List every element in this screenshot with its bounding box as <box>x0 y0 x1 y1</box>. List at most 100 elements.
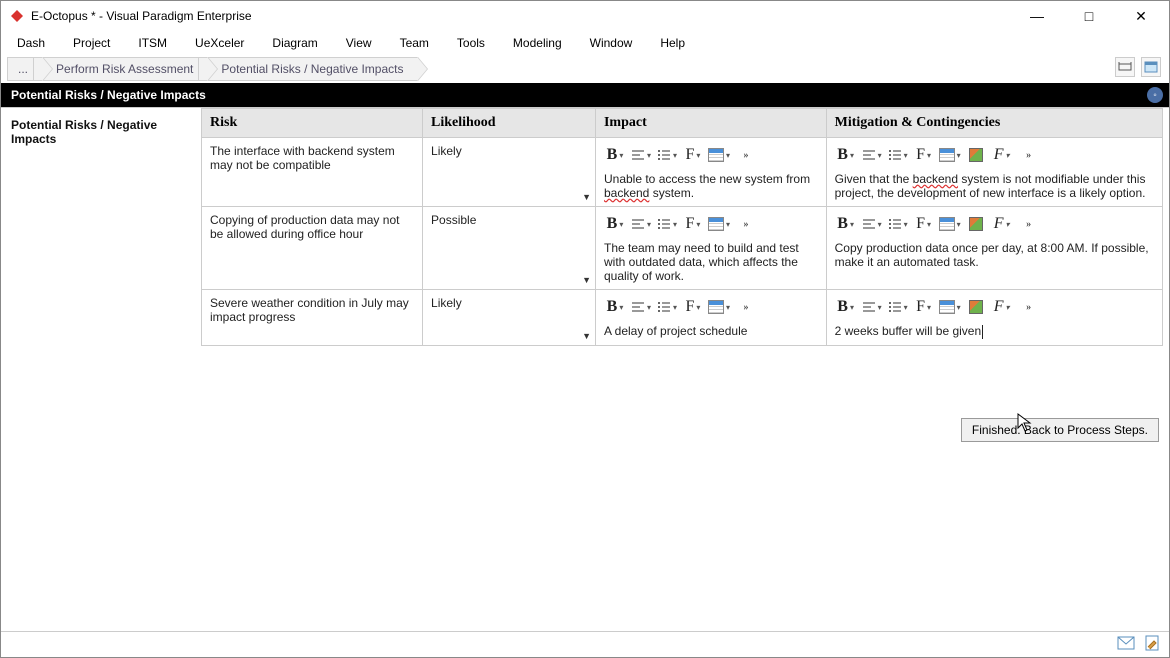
clear-format-icon[interactable]: F <box>991 213 1013 235</box>
list-icon[interactable] <box>887 213 909 235</box>
list-icon[interactable] <box>887 296 909 318</box>
more-icon[interactable]: » <box>1017 296 1039 318</box>
impact-cell[interactable]: B F » Unable to access the new system fr… <box>595 138 826 207</box>
table-icon[interactable] <box>708 144 730 166</box>
dropdown-icon[interactable]: ▼ <box>582 275 591 285</box>
risk-table: Risk Likelihood Impact Mitigation & Cont… <box>201 108 1163 346</box>
font-icon[interactable]: F <box>682 144 704 166</box>
menu-window[interactable]: Window <box>590 36 633 50</box>
menu-bar: Dash Project ITSM UeXceler Diagram View … <box>1 31 1169 55</box>
clear-format-icon[interactable]: F <box>991 144 1013 166</box>
risk-cell[interactable]: Copying of production data may not be al… <box>202 207 423 290</box>
font-icon[interactable]: F <box>913 296 935 318</box>
section-title: Potential Risks / Negative Impacts <box>11 88 206 102</box>
menu-diagram[interactable]: Diagram <box>272 36 317 50</box>
section-header: Potential Risks / Negative Impacts ◦ <box>1 83 1169 107</box>
close-button[interactable]: ✕ <box>1121 2 1161 30</box>
maximize-button[interactable]: □ <box>1069 2 1109 30</box>
more-icon[interactable]: » <box>734 213 756 235</box>
insert-image-icon[interactable] <box>965 144 987 166</box>
menu-tools[interactable]: Tools <box>457 36 485 50</box>
more-icon[interactable]: » <box>1017 144 1039 166</box>
table-icon[interactable] <box>708 296 730 318</box>
impact-text: The team may need to build and test with… <box>604 241 799 283</box>
bold-icon[interactable]: B <box>835 144 857 166</box>
bold-icon[interactable]: B <box>835 296 857 318</box>
breadcrumb-step[interactable]: Perform Risk Assessment <box>33 57 208 81</box>
align-icon[interactable] <box>861 144 883 166</box>
font-icon[interactable]: F <box>682 296 704 318</box>
content-area: Potential Risks / Negative Impacts Risk … <box>1 107 1169 629</box>
table-icon[interactable] <box>939 144 961 166</box>
font-icon[interactable]: F <box>682 213 704 235</box>
menu-project[interactable]: Project <box>73 36 110 50</box>
mitigation-text: Copy production data once per day, at 8:… <box>835 241 1149 269</box>
font-icon[interactable]: F <box>913 144 935 166</box>
col-risk: Risk <box>202 109 423 138</box>
impact-cell[interactable]: B F » A delay of project schedule <box>595 290 826 346</box>
align-icon[interactable] <box>630 144 652 166</box>
rich-toolbar: B F » <box>604 213 818 235</box>
table-row: The interface with backend system may no… <box>202 138 1163 207</box>
likelihood-cell[interactable]: Likely▼ <box>423 138 596 207</box>
menu-modeling[interactable]: Modeling <box>513 36 562 50</box>
more-icon[interactable]: » <box>734 144 756 166</box>
note-icon[interactable] <box>1145 635 1159 654</box>
list-icon[interactable] <box>656 144 678 166</box>
title-bar: E-Octopus * - Visual Paradigm Enterprise… <box>1 1 1169 31</box>
minimize-button[interactable]: — <box>1017 2 1057 30</box>
menu-itsm[interactable]: ITSM <box>138 36 167 50</box>
bold-icon[interactable]: B <box>604 144 626 166</box>
menu-dash[interactable]: Dash <box>17 36 45 50</box>
more-icon[interactable]: » <box>734 296 756 318</box>
dropdown-icon[interactable]: ▼ <box>582 192 591 202</box>
menu-team[interactable]: Team <box>400 36 429 50</box>
likelihood-cell[interactable]: Possible▼ <box>423 207 596 290</box>
more-icon[interactable]: » <box>1017 213 1039 235</box>
mitigation-text: Given that the backend system is not mod… <box>835 172 1146 200</box>
table-icon[interactable] <box>939 296 961 318</box>
align-icon[interactable] <box>630 296 652 318</box>
window-title: E-Octopus * - Visual Paradigm Enterprise <box>31 9 1017 23</box>
align-icon[interactable] <box>630 213 652 235</box>
pin-icon[interactable]: ◦ <box>1147 87 1163 103</box>
insert-image-icon[interactable] <box>965 296 987 318</box>
risk-cell[interactable]: The interface with backend system may no… <box>202 138 423 207</box>
list-icon[interactable] <box>656 296 678 318</box>
bold-icon[interactable]: B <box>604 213 626 235</box>
mitigation-cell[interactable]: B F F » Copy production data once per da… <box>826 207 1162 290</box>
breadcrumb-bar: ... Perform Risk Assessment Potential Ri… <box>1 55 1169 83</box>
bold-icon[interactable]: B <box>835 213 857 235</box>
panel-icon[interactable] <box>1141 57 1161 77</box>
font-icon[interactable]: F <box>913 213 935 235</box>
impact-cell[interactable]: B F » The team may need to build and tes… <box>595 207 826 290</box>
mitigation-cell[interactable]: B F F » 2 weeks buffer will be given <box>826 290 1162 346</box>
risk-cell[interactable]: Severe weather condition in July may imp… <box>202 290 423 346</box>
insert-image-icon[interactable] <box>965 213 987 235</box>
list-icon[interactable] <box>887 144 909 166</box>
table-icon[interactable] <box>708 213 730 235</box>
list-icon[interactable] <box>656 213 678 235</box>
menu-view[interactable]: View <box>346 36 372 50</box>
rich-toolbar: B F » <box>604 144 818 166</box>
rich-toolbar: B F F » <box>835 144 1154 166</box>
mail-icon[interactable] <box>1117 636 1135 653</box>
likelihood-value: Likely <box>431 296 462 310</box>
finish-button[interactable]: Finished. Back to Process Steps. <box>961 418 1159 442</box>
window-controls: — □ ✕ <box>1017 2 1161 30</box>
likelihood-cell[interactable]: Likely ▼ <box>423 290 596 346</box>
table-wrap: Risk Likelihood Impact Mitigation & Cont… <box>201 108 1169 629</box>
col-likelihood: Likelihood <box>423 109 596 138</box>
breadcrumb-current[interactable]: Potential Risks / Negative Impacts <box>198 57 418 81</box>
table-icon[interactable] <box>939 213 961 235</box>
table-row: Copying of production data may not be al… <box>202 207 1163 290</box>
menu-help[interactable]: Help <box>660 36 685 50</box>
bold-icon[interactable]: B <box>604 296 626 318</box>
menu-uexceler[interactable]: UeXceler <box>195 36 244 50</box>
align-icon[interactable] <box>861 213 883 235</box>
dropdown-icon[interactable]: ▼ <box>582 331 591 341</box>
align-icon[interactable] <box>861 296 883 318</box>
layout-icon[interactable] <box>1115 57 1135 77</box>
mitigation-cell[interactable]: B F F » Given that the backend system is… <box>826 138 1162 207</box>
clear-format-icon[interactable]: F <box>991 296 1013 318</box>
